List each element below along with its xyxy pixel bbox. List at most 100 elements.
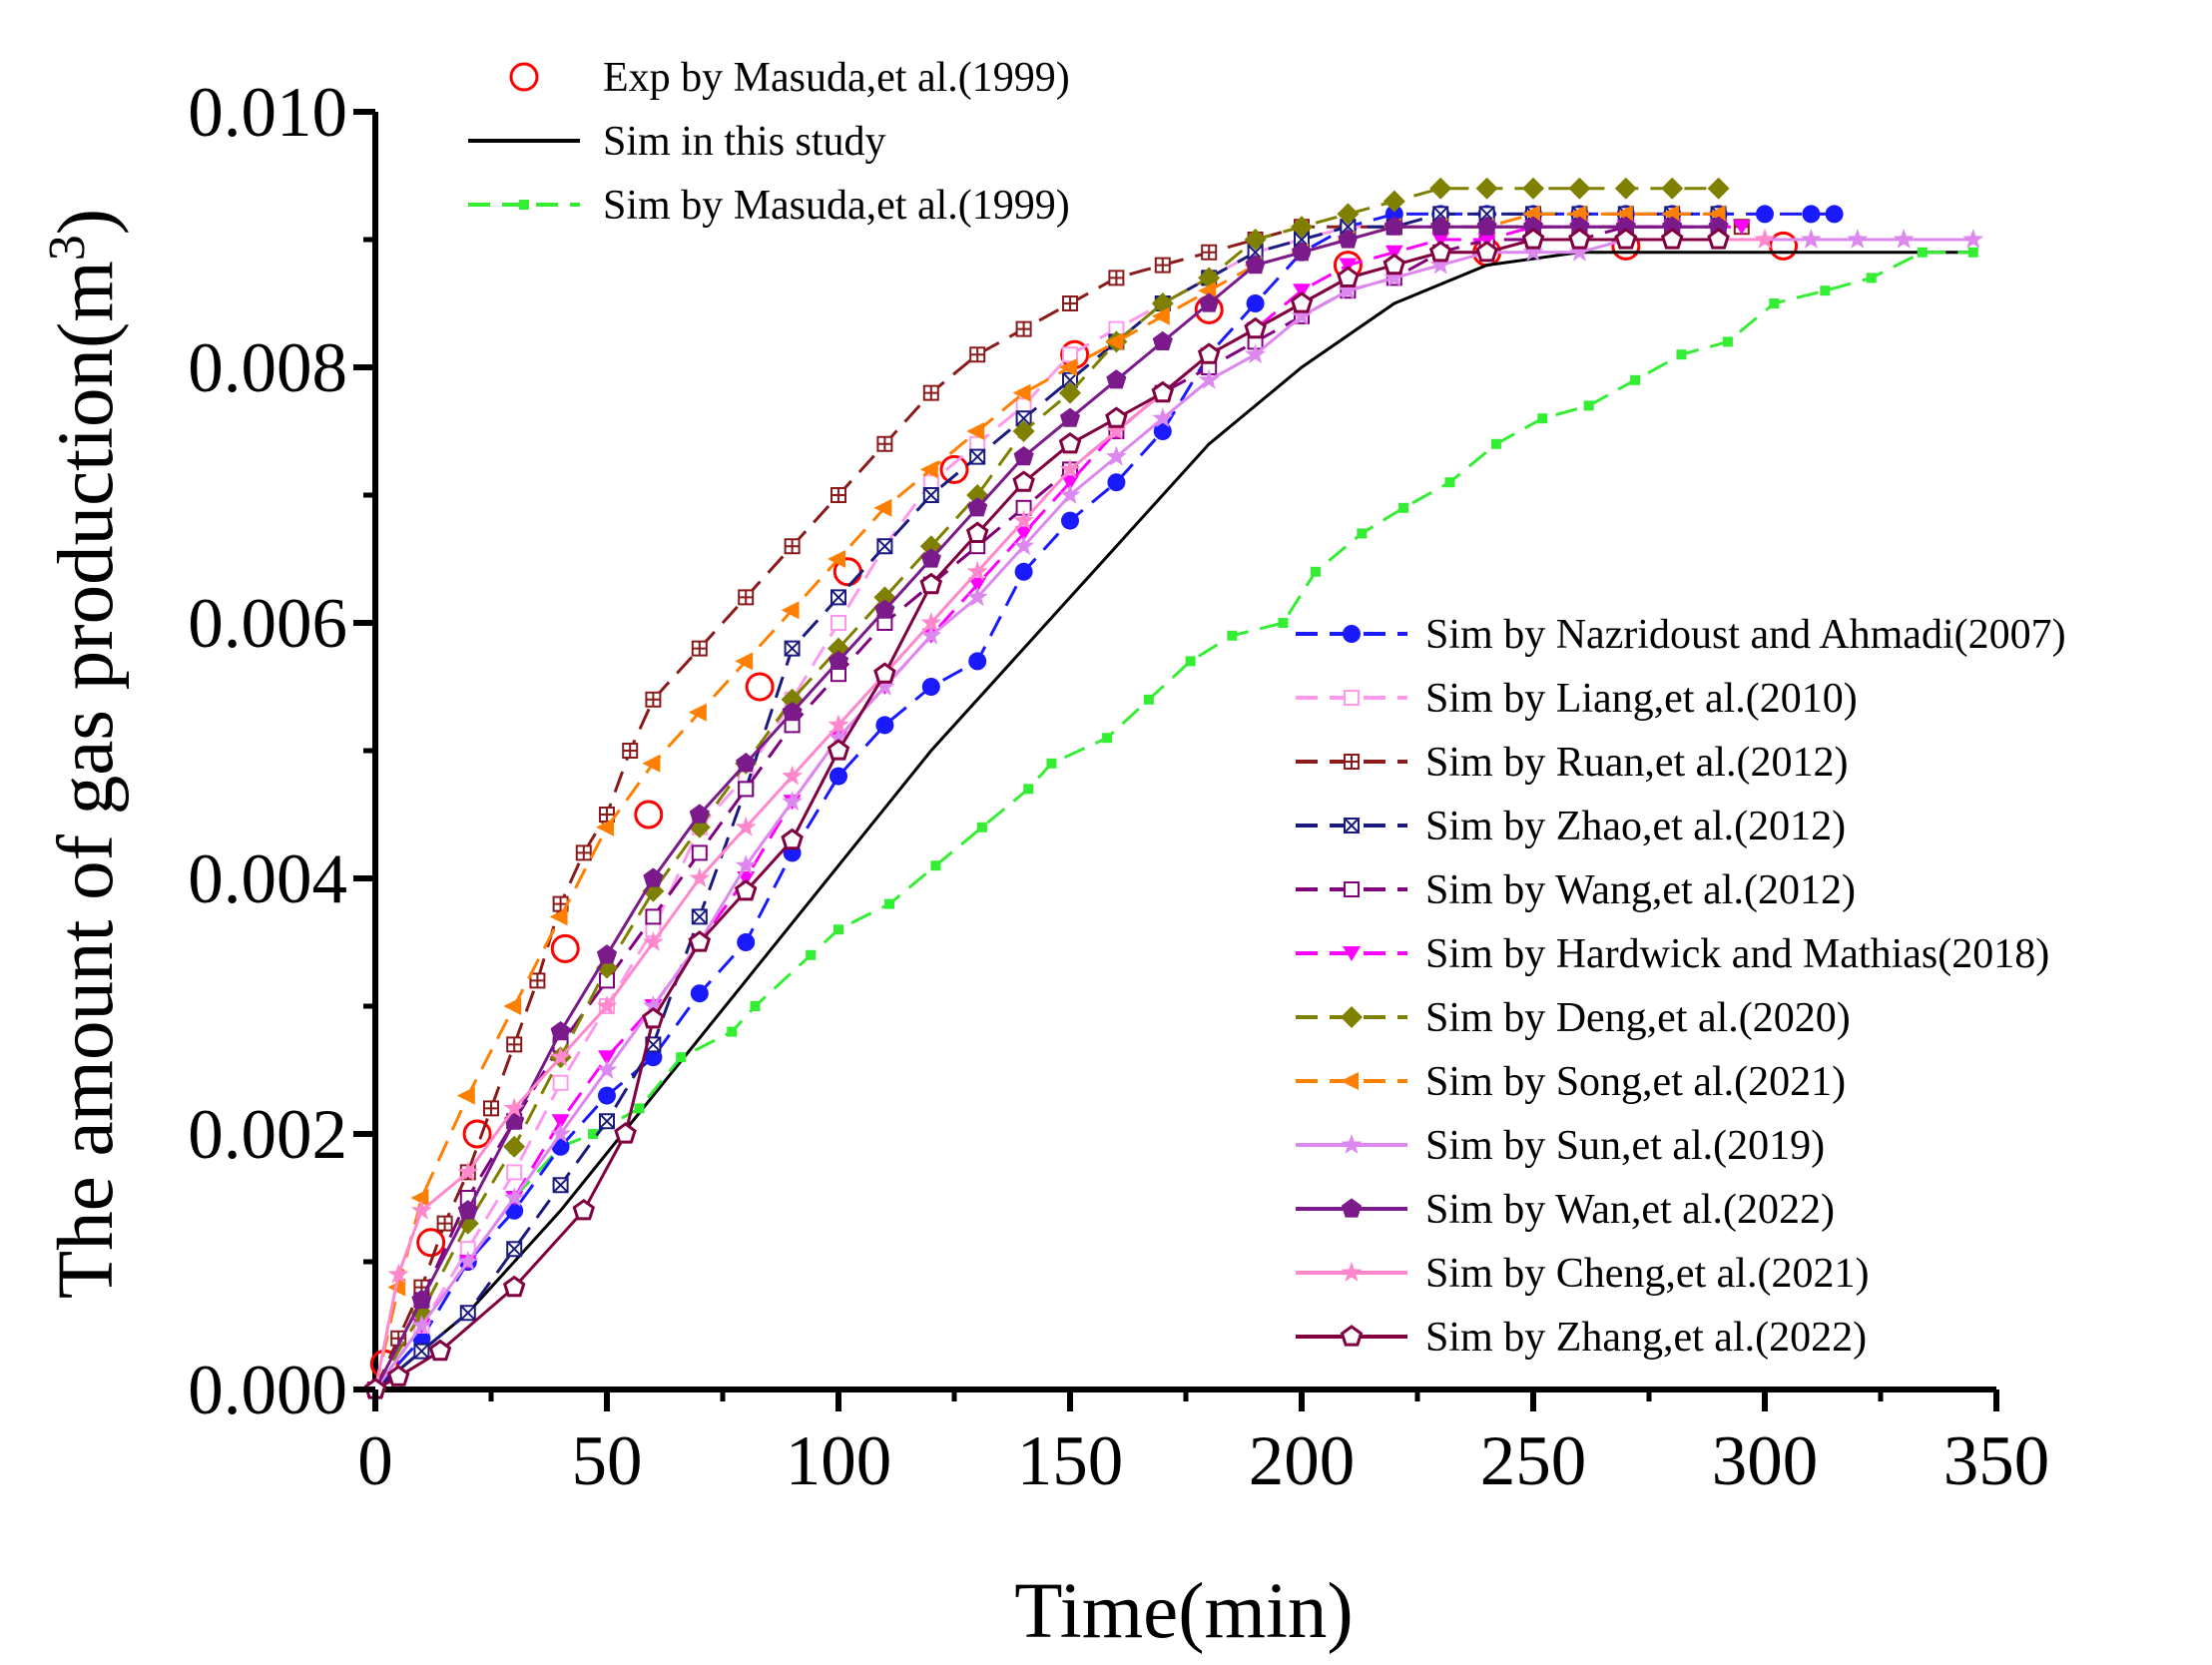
legend-entry: Exp by Masuda,et al.(1999) [509, 55, 1070, 101]
series-2-point [1185, 656, 1196, 667]
series-8-point [1293, 283, 1311, 299]
legend-entry: Sim by Hardwick and Mathias(2018) [1296, 931, 2049, 977]
series-3-point [690, 984, 709, 1003]
series-11-point [503, 1187, 525, 1207]
series-0-point [634, 800, 664, 830]
series-14-point [572, 1198, 596, 1221]
series-8-point [1384, 245, 1403, 261]
series-13-point [503, 1097, 525, 1118]
series-12-point [736, 753, 757, 773]
series-14-point [1337, 266, 1360, 287]
legend-marker [1341, 1072, 1359, 1090]
series-6-point [1062, 371, 1078, 388]
series-4-point [552, 1074, 569, 1091]
legend-marker [1341, 1006, 1363, 1028]
y-axis-title-main: The amount of gas production(m [43, 261, 130, 1299]
series-2-point [884, 898, 895, 909]
series-9-point [1337, 203, 1360, 226]
series-10-point [1059, 358, 1077, 376]
series-14-point [873, 662, 896, 684]
series-6-point [1478, 206, 1495, 223]
series-14-point [1151, 380, 1175, 403]
series-1 [374, 251, 1973, 1391]
legend-entry: Sim by Sun,et al.(2019) [1296, 1123, 1825, 1169]
series-5-point [436, 1215, 453, 1232]
series-13-point [457, 1161, 479, 1182]
series-7-point [691, 844, 708, 861]
series-2-point [1769, 298, 1780, 308]
legend-entry: Sim by Liang,et al.(2010) [1296, 676, 1858, 722]
series-11-point [1013, 535, 1035, 556]
series-2-point [676, 1052, 687, 1063]
series-11-point [596, 1059, 618, 1079]
series-11-point [642, 995, 664, 1015]
series-14-point [1105, 406, 1128, 428]
series-3-point [830, 767, 847, 786]
series-13-point [1105, 420, 1127, 440]
series-13-point [828, 714, 849, 735]
legend-marker [519, 200, 529, 210]
series-8-point [1477, 233, 1496, 248]
series-5-point [506, 1036, 523, 1053]
y-tick-label: 0.010 [188, 74, 347, 152]
x-tick-label: 350 [1943, 1422, 2050, 1500]
series-11-point [1198, 368, 1220, 389]
series-14-point [781, 828, 804, 850]
series-9-point [1707, 177, 1730, 200]
series-3-point [598, 1086, 616, 1105]
series-0-point [939, 454, 969, 484]
series-14-point [965, 521, 989, 543]
series-2-point [833, 924, 843, 935]
series-2-point [930, 860, 941, 871]
legend-marker [1341, 1134, 1363, 1154]
series-14-point [1382, 253, 1406, 276]
series-3-point [1014, 562, 1033, 581]
series-11-point [735, 854, 757, 875]
series-2-point [727, 1026, 738, 1037]
series-5-point [1108, 270, 1125, 286]
series-11-point [1152, 407, 1174, 428]
y-tick-label: 0.000 [188, 1352, 347, 1429]
series-10-point [1012, 383, 1031, 402]
series-13-point [1754, 229, 1776, 249]
series-12-point [1338, 229, 1359, 249]
legend-label: Sim in this study [603, 119, 886, 165]
series-12-point [1059, 407, 1081, 427]
series-10-point [781, 601, 800, 620]
legend-label: Sim by Cheng,et al.(2021) [1425, 1251, 1869, 1297]
series-14-point [1475, 240, 1498, 263]
series-2-point [1917, 247, 1928, 258]
series-10-point [549, 907, 568, 926]
series-9-point [503, 1135, 526, 1158]
series-2-point [1490, 438, 1501, 449]
legend-entry: Sim by Zhao,et al.(2012) [1296, 804, 1846, 849]
series-5-point [738, 589, 755, 606]
y-tick-label: 0.004 [188, 840, 347, 918]
series-2-point [1398, 502, 1409, 513]
series-14-point [1197, 342, 1221, 364]
series-9-point [1429, 177, 1452, 200]
series-12-point [1291, 242, 1313, 262]
series-13-point [1059, 458, 1081, 479]
series-11-point [782, 791, 804, 812]
series-9-point [1291, 216, 1313, 239]
series-11-point [1429, 254, 1451, 275]
series-11-point [1383, 267, 1405, 287]
series-14-point [1428, 240, 1452, 263]
legend-marker [1343, 625, 1361, 643]
series-10-point [873, 498, 892, 517]
series-4-point [506, 1164, 523, 1181]
series-12-point [782, 701, 803, 722]
series-5-point [691, 640, 708, 657]
legend-label: Sim by Deng,et al.(2020) [1425, 995, 1851, 1041]
series-2-point [634, 1103, 645, 1114]
series-11-point [1291, 304, 1313, 325]
series-6-point [599, 1113, 615, 1130]
series-2-point [1023, 784, 1034, 795]
series-8-point [1339, 258, 1358, 274]
series-5-point [645, 691, 662, 708]
series-2-point [1630, 374, 1641, 385]
series-9-point [1244, 229, 1267, 251]
series-2-point [806, 949, 817, 960]
